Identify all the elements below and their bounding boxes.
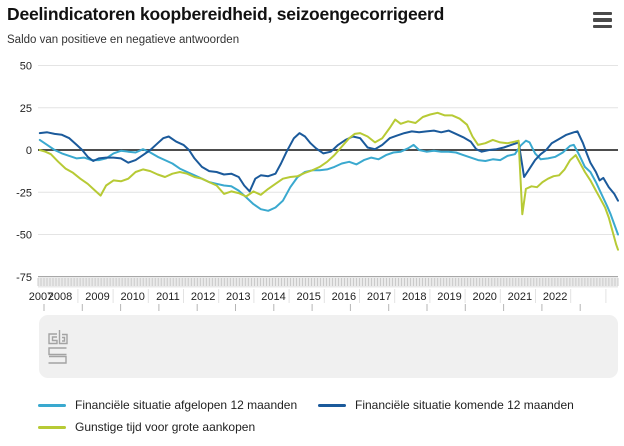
svg-text:50: 50 bbox=[20, 61, 32, 73]
svg-text:25: 25 bbox=[20, 103, 32, 115]
chart-footer-panel bbox=[39, 304, 618, 378]
svg-text:2016: 2016 bbox=[332, 291, 356, 303]
legend-item-komende-12-maanden[interactable]: Financiële situatie komende 12 maanden bbox=[318, 398, 574, 412]
svg-text:2017: 2017 bbox=[367, 291, 391, 303]
svg-text:2014: 2014 bbox=[261, 291, 285, 303]
legend-swatch-komende bbox=[318, 403, 346, 407]
svg-text:2010: 2010 bbox=[120, 291, 144, 303]
line-afgelopen-12-maanden bbox=[38, 138, 619, 236]
y-axis-labels: 50 25 0 -25 -50 -75 bbox=[16, 61, 32, 284]
legend-label: Gunstige tijd voor grote aankopen bbox=[75, 420, 256, 434]
legend-label: Financiële situatie komende 12 maanden bbox=[355, 398, 574, 412]
legend-swatch-afgelopen bbox=[38, 403, 66, 407]
chart-menu-button[interactable] bbox=[591, 7, 617, 33]
legend: Financiële situatie afgelopen 12 maanden… bbox=[38, 398, 618, 442]
svg-text:2019: 2019 bbox=[437, 291, 461, 303]
svg-text:2020: 2020 bbox=[472, 291, 496, 303]
x-axis-tick-band bbox=[37, 276, 619, 303]
hamburger-icon bbox=[593, 11, 615, 29]
svg-text:2013: 2013 bbox=[226, 291, 250, 303]
legend-item-grote-aankopen[interactable]: Gunstige tijd voor grote aankopen bbox=[38, 420, 318, 434]
svg-text:2021: 2021 bbox=[508, 291, 532, 303]
legend-item-afgelopen-12-maanden[interactable]: Financiële situatie afgelopen 12 maanden bbox=[38, 398, 318, 412]
svg-text:2015: 2015 bbox=[296, 291, 320, 303]
svg-text:2011: 2011 bbox=[156, 291, 180, 303]
svg-text:2012: 2012 bbox=[191, 291, 215, 303]
svg-text:0: 0 bbox=[26, 145, 32, 157]
grid-lines bbox=[38, 65, 618, 278]
legend-swatch-aankopen bbox=[38, 425, 66, 429]
svg-text:-25: -25 bbox=[16, 187, 32, 199]
page-subtitle: Saldo van positieve en negatieve antwoor… bbox=[7, 34, 240, 46]
svg-text:2018: 2018 bbox=[402, 291, 426, 303]
cbs-logo bbox=[48, 330, 68, 364]
line-komende-12-maanden bbox=[38, 129, 619, 202]
legend-label: Financiële situatie afgelopen 12 maanden bbox=[75, 398, 298, 412]
svg-text:2007: 2007 bbox=[29, 291, 53, 303]
page-title: Deelindicatoren koopbereidheid, seizoeng… bbox=[7, 4, 445, 24]
svg-text:2009: 2009 bbox=[85, 291, 109, 303]
svg-text:-75: -75 bbox=[16, 272, 32, 284]
svg-text:2022: 2022 bbox=[543, 291, 567, 303]
svg-text:2008: 2008 bbox=[48, 291, 72, 303]
svg-text:-50: -50 bbox=[16, 230, 32, 242]
line-grote-aankopen bbox=[38, 111, 619, 251]
